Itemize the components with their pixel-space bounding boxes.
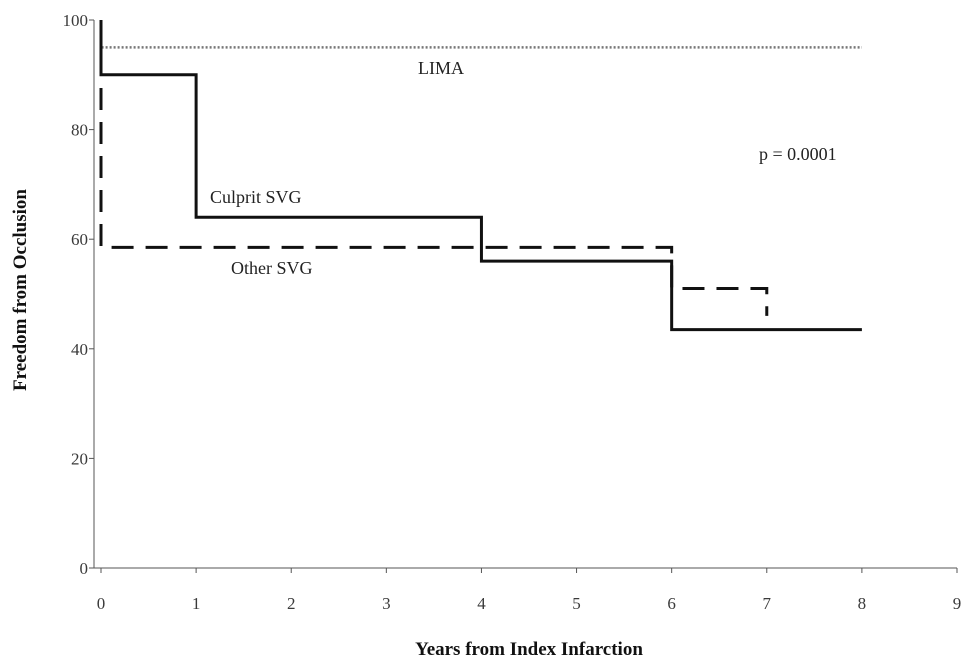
series-lima-line — [99, 20, 862, 49]
x-tick-label: 8 — [858, 594, 867, 613]
tick-labels: 0 1 2 3 4 5 6 7 8 9 0 20 40 60 80 100 — [63, 11, 962, 613]
x-tick-label: 0 — [97, 594, 106, 613]
x-axis-title: Years from Index Infarction — [415, 639, 643, 660]
y-tick-label: 0 — [80, 559, 89, 578]
x-tick-label: 3 — [382, 594, 391, 613]
annotation-lima: LIMA — [418, 58, 464, 78]
x-tick-label: 1 — [192, 594, 201, 613]
x-tick-label: 9 — [953, 594, 962, 613]
annotation-p-value: p = 0.0001 — [759, 144, 837, 164]
annotation-other-svg: Other SVG — [231, 258, 313, 278]
x-tick-label: 7 — [763, 594, 772, 613]
series-culprit-svg-line — [99, 20, 862, 332]
x-tick-label: 2 — [287, 594, 296, 613]
series-lines — [99, 20, 862, 332]
y-tick-label: 80 — [71, 121, 88, 140]
y-tick-label: 40 — [71, 340, 88, 359]
x-tick-label: 5 — [572, 594, 581, 613]
x-tick-label: 4 — [477, 594, 486, 613]
series-other-svg-line — [99, 20, 769, 316]
axes — [89, 19, 958, 573]
y-tick-label: 20 — [71, 449, 88, 468]
x-tick-label: 6 — [667, 594, 676, 613]
y-axis-title: Freedom from Occlusion — [10, 189, 31, 391]
y-tick-label: 60 — [71, 230, 88, 249]
y-tick-label: 100 — [63, 11, 89, 30]
annotation-culprit-svg: Culprit SVG — [210, 187, 302, 207]
